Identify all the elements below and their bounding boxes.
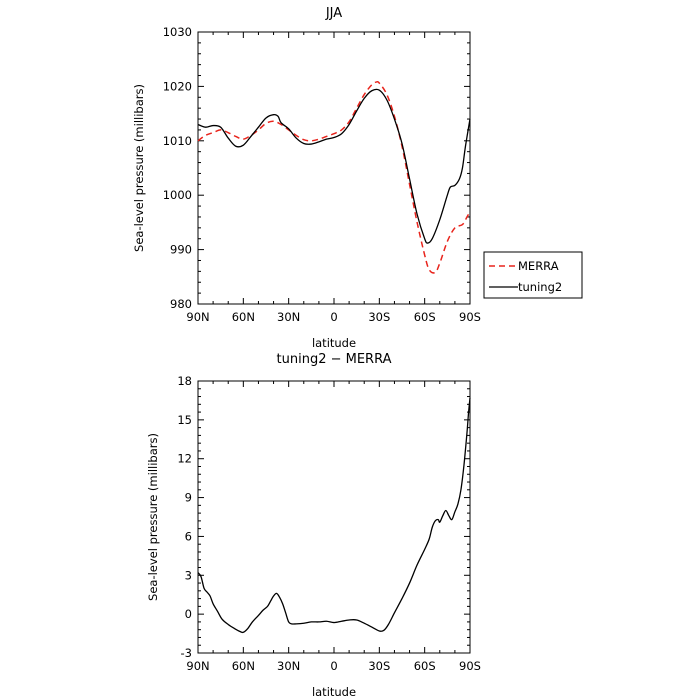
x-tick-label: 30N	[277, 310, 300, 324]
y-tick-label: 990	[170, 243, 192, 257]
x-tick-label: 0	[330, 659, 337, 673]
legend-box	[483, 251, 583, 299]
y-axis-ticks-jja: 980 990 1000 1010 1020 1030	[163, 25, 470, 311]
plot-frame-jja	[197, 31, 471, 305]
series-line-difference	[197, 397, 471, 634]
x-tick-label: 90N	[186, 310, 209, 324]
chart-title-jja: JJA	[325, 6, 342, 21]
x-tick-label: 30S	[368, 659, 390, 673]
x-tick-label: 60S	[414, 659, 436, 673]
y-tick-label: 1000	[163, 188, 192, 202]
chart-jja: JJA 980 990 1000 1010 1020 1030 90N 60N 30N 0 30S…	[132, 6, 583, 350]
x-tick-label: 90S	[459, 310, 481, 324]
y-tick-label: 6	[185, 529, 192, 543]
series-line-tuning2	[197, 88, 471, 244]
y-tick-label: 3	[185, 568, 192, 582]
y-tick-label: 15	[177, 413, 192, 427]
y-tick-label: 12	[177, 452, 192, 466]
y-tick-label: 980	[170, 297, 192, 311]
y-tick-label: 1010	[163, 134, 192, 148]
legend-label-merra: MERRA	[518, 259, 559, 273]
plot-frame-difference	[197, 380, 471, 654]
series-line-merra	[197, 80, 471, 274]
series-lines-difference	[197, 397, 471, 634]
y-tick-label: -3	[181, 646, 192, 660]
y-tick-label: 9	[185, 491, 192, 505]
y-axis-ticks-difference: -3 0 3 6 9 12 15 18	[177, 374, 470, 660]
x-axis-label-difference: latitude	[312, 685, 356, 699]
x-axis-label-jja: latitude	[312, 336, 356, 350]
x-tick-label: 90N	[186, 659, 209, 673]
x-tick-label: 60S	[414, 310, 436, 324]
x-tick-label: 60N	[232, 310, 255, 324]
x-axis-ticks-difference: 90N 60N 30N 0 30S 60S 90S	[186, 381, 481, 673]
series-lines-jja	[197, 80, 471, 274]
legend-jja: MERRA tuning2	[483, 251, 583, 299]
chart-title-difference: tuning2 − MERRA	[277, 352, 392, 367]
x-axis-ticks-jja: 90N 60N 30N 0 30S 60S 90S	[186, 32, 481, 324]
y-tick-label: 0	[185, 607, 192, 621]
legend-label-tuning2: tuning2	[518, 280, 562, 294]
y-tick-label: 1030	[163, 25, 192, 39]
x-tick-label: 30S	[368, 310, 390, 324]
x-tick-label: 0	[330, 310, 337, 324]
y-axis-label-jja: Sea-level pressure (millibars)	[132, 84, 146, 252]
x-tick-label: 30N	[277, 659, 300, 673]
x-tick-label: 90S	[459, 659, 481, 673]
x-tick-label: 60N	[232, 659, 255, 673]
y-tick-label: 18	[177, 374, 192, 388]
y-axis-label-difference: Sea-level pressure (millibars)	[146, 433, 160, 601]
y-tick-label: 1020	[163, 79, 192, 93]
chart-difference: tuning2 − MERRA -3 0 3 6 9 12 15 18 90N 60N 30N 0 3…	[146, 352, 481, 699]
